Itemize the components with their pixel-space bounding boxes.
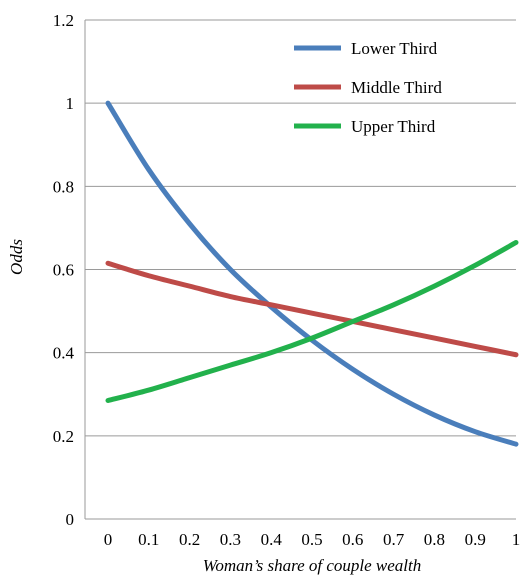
gridlines — [85, 19, 516, 520]
y-tick-label: 0.6 — [53, 261, 74, 280]
x-tick-label: 0.5 — [301, 530, 322, 549]
x-axis-title: Woman’s share of couple wealth — [203, 556, 421, 575]
y-axis-title: Odds — [7, 239, 26, 275]
x-tick-label: 0 — [104, 530, 113, 549]
x-tick-label: 0.1 — [138, 530, 159, 549]
y-tick-label: 1.2 — [53, 11, 74, 30]
x-tick-label: 0.9 — [465, 530, 486, 549]
legend-label-lower-third: Lower Third — [351, 39, 438, 58]
x-tick-label: 0.6 — [342, 530, 363, 549]
y-tick-label: 0.8 — [53, 177, 74, 196]
series-lines — [105, 100, 519, 447]
x-tick-label: 1 — [512, 530, 521, 549]
series-line-upper-third — [105, 239, 519, 403]
x-tick-label: 0.4 — [261, 530, 283, 549]
y-tick-label: 1 — [66, 94, 75, 113]
series-line-middle-third — [105, 260, 519, 358]
y-tick-label: 0.4 — [53, 344, 75, 363]
x-tick-label: 0.8 — [424, 530, 445, 549]
y-tick-label: 0.2 — [53, 427, 74, 446]
x-tick-label: 0.3 — [220, 530, 241, 549]
x-tick-label: 0.2 — [179, 530, 200, 549]
legend-label-upper-third: Upper Third — [351, 117, 436, 136]
x-tick-label: 0.7 — [383, 530, 405, 549]
y-tick-label: 0 — [66, 510, 75, 529]
y-tick-labels: 0 0.2 0.4 0.6 0.8 1 1.2 — [53, 11, 75, 529]
x-tick-labels: 0 0.1 0.2 0.3 0.4 0.5 0.6 0.7 0.8 0.9 1 — [104, 530, 521, 549]
legend: Lower Third Middle Third Upper Third — [294, 39, 442, 136]
legend-label-middle-third: Middle Third — [351, 78, 442, 97]
